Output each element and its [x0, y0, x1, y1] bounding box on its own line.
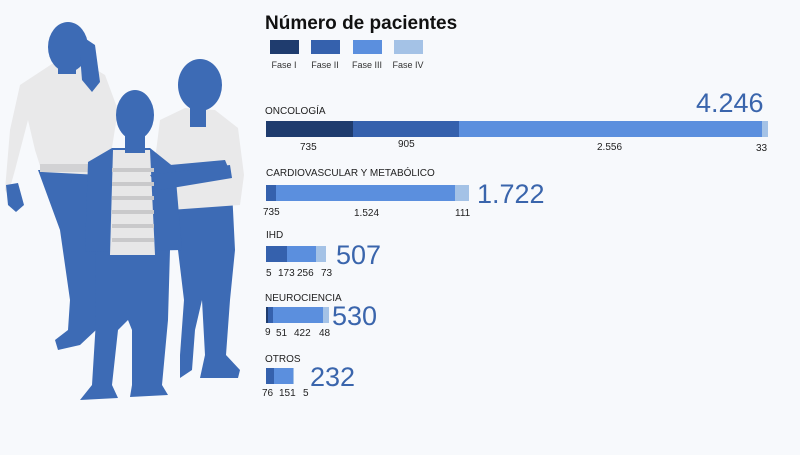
legend-swatch	[352, 40, 382, 54]
segment-fase-2	[266, 185, 276, 201]
legend-label: Fase III	[351, 60, 382, 70]
total-oncologia: 4.246	[696, 88, 764, 118]
segment-label: 48	[319, 328, 331, 339]
segment-label: 73	[321, 268, 333, 279]
bar-cardiovascular	[266, 185, 469, 201]
bar-otros	[266, 368, 294, 384]
legend-label: Fase II	[311, 60, 339, 70]
legend-swatch	[269, 40, 299, 54]
legend-item-fase-4: Fase IV	[388, 40, 428, 70]
legend-item-fase-1: Fase I	[264, 40, 304, 70]
segment-fase-4	[323, 307, 329, 323]
segment-label: 111	[455, 208, 471, 219]
total-neurociencia: 530	[332, 301, 378, 331]
segment-fase-1	[266, 121, 353, 137]
segment-fase-4	[762, 121, 768, 137]
segment-label: 735	[300, 142, 317, 153]
segment-fase-3	[273, 307, 323, 323]
segment-fase-3	[274, 368, 293, 384]
segment-label: 256	[297, 268, 314, 279]
segment-fase-2	[266, 246, 287, 262]
category-label-neurociencia: NEUROCIENCIA	[265, 293, 342, 304]
segment-fase-3	[276, 185, 455, 201]
segment-label: 151	[279, 388, 296, 399]
segment-fase-4	[293, 368, 294, 384]
legend-item-fase-2: Fase II	[305, 40, 345, 70]
segment-label: 5	[266, 268, 272, 279]
legend-swatch	[393, 40, 423, 54]
category-label-cardiovascular: CARDIOVASCULAR Y METABÓLICO	[266, 168, 435, 179]
legend-label: Fase I	[271, 60, 297, 70]
bar-oncologia	[266, 121, 768, 137]
legend-label: Fase IV	[392, 60, 424, 70]
segment-fase-3	[287, 246, 316, 262]
young-man-figure	[80, 90, 232, 400]
total-otros: 232	[310, 362, 356, 392]
chart-title: Número de pacientes	[265, 13, 458, 34]
segment-label: 735	[263, 207, 280, 218]
legend-item-fase-3: Fase III	[347, 40, 387, 70]
category-label-oncologia: ONCOLOGÍA	[265, 106, 326, 117]
segment-label: 422	[294, 328, 311, 339]
segment-label: 9	[265, 327, 271, 338]
segment-fase-1	[266, 307, 268, 323]
segment-fase-2	[268, 307, 273, 323]
segment-label: 2.556	[597, 142, 623, 153]
segment-fase-4	[455, 185, 469, 201]
total-ihd: 507	[336, 240, 382, 270]
segment-fase-2	[266, 368, 274, 384]
segment-label: 5	[303, 388, 309, 399]
segment-fase-2	[353, 121, 459, 137]
patients-illustration	[5, 22, 244, 400]
segment-label: 1.524	[354, 208, 380, 219]
segment-label: 33	[756, 143, 768, 154]
segment-label: 173	[278, 268, 295, 279]
segment-label: 76	[262, 388, 274, 399]
bar-ihd	[266, 246, 326, 262]
category-label-ihd: IHD	[266, 230, 284, 241]
segment-fase-3	[459, 121, 762, 137]
segment-fase-4	[316, 246, 326, 262]
segment-label: 51	[276, 328, 288, 339]
legend-swatch	[310, 40, 340, 54]
total-cardiovascular: 1.722	[477, 179, 545, 209]
segment-label: 905	[398, 139, 415, 150]
category-label-otros: OTROS	[265, 354, 301, 365]
bar-neurociencia	[266, 307, 329, 323]
